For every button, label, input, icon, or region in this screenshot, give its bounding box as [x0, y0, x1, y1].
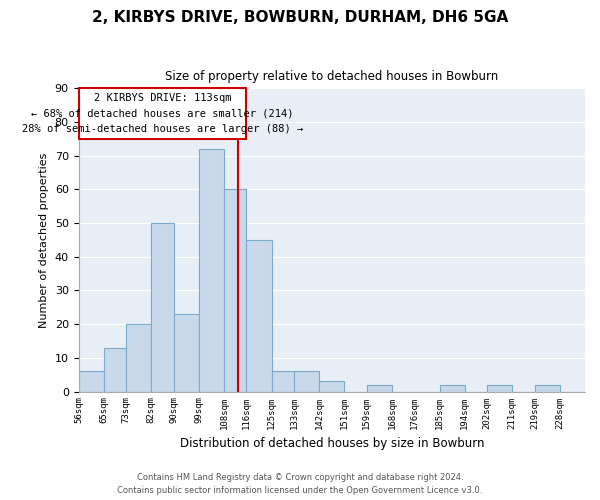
- Bar: [151, 223, 173, 392]
- Bar: [535, 385, 560, 392]
- X-axis label: Distribution of detached houses by size in Bowburn: Distribution of detached houses by size …: [179, 437, 484, 450]
- Bar: [126, 324, 151, 392]
- Bar: [319, 382, 344, 392]
- Bar: [440, 385, 464, 392]
- Bar: [199, 149, 224, 392]
- Bar: [104, 348, 126, 392]
- Text: 2 KIRBYS DRIVE: 113sqm
← 68% of detached houses are smaller (214)
28% of semi-de: 2 KIRBYS DRIVE: 113sqm ← 68% of detached…: [22, 93, 303, 134]
- Bar: [294, 372, 319, 392]
- Text: 2, KIRBYS DRIVE, BOWBURN, DURHAM, DH6 5GA: 2, KIRBYS DRIVE, BOWBURN, DURHAM, DH6 5G…: [92, 10, 508, 25]
- Bar: [272, 372, 294, 392]
- Bar: [487, 385, 512, 392]
- FancyBboxPatch shape: [79, 88, 247, 139]
- Text: Contains HM Land Registry data © Crown copyright and database right 2024.
Contai: Contains HM Land Registry data © Crown c…: [118, 474, 482, 495]
- Bar: [79, 372, 104, 392]
- Title: Size of property relative to detached houses in Bowburn: Size of property relative to detached ho…: [165, 70, 499, 83]
- Bar: [224, 190, 247, 392]
- Y-axis label: Number of detached properties: Number of detached properties: [39, 152, 49, 328]
- Bar: [173, 314, 199, 392]
- Bar: [247, 240, 272, 392]
- Bar: [367, 385, 392, 392]
